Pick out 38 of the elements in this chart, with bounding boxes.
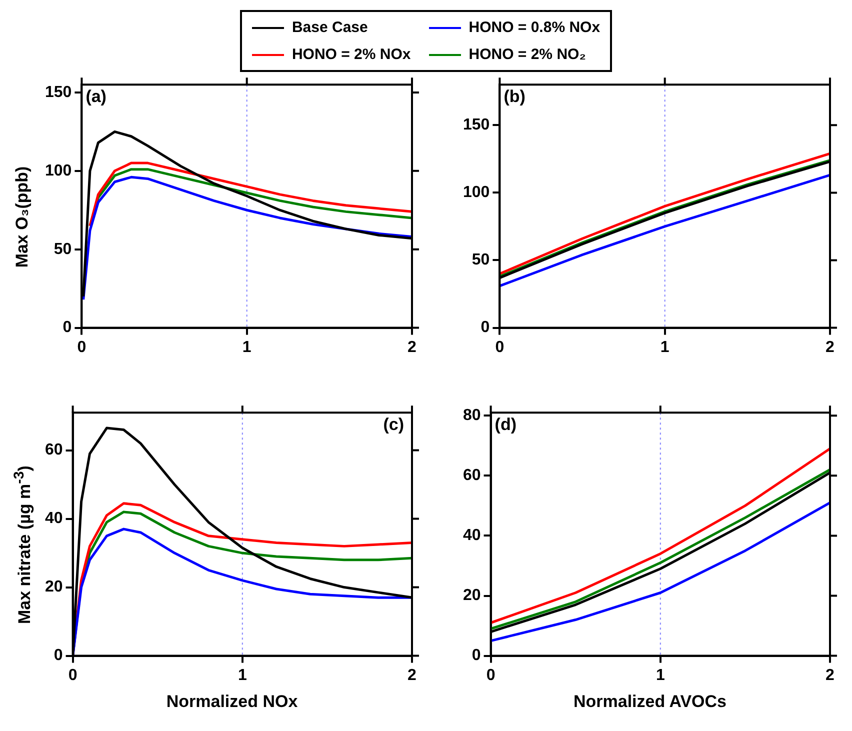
x-tick-label: 1 bbox=[238, 666, 247, 684]
y-tick-label: 20 bbox=[463, 587, 481, 604]
y-tick-label: 50 bbox=[54, 240, 72, 258]
x-tick-label: 2 bbox=[408, 338, 417, 356]
annotation: (c) bbox=[383, 414, 404, 434]
y-tick-label: 50 bbox=[472, 252, 490, 269]
y-tick-label: 20 bbox=[45, 578, 63, 596]
y-tick-label: 100 bbox=[44, 162, 72, 180]
y-tick-label: 150 bbox=[462, 116, 490, 134]
annotation: (d) bbox=[494, 414, 517, 434]
x-axis-title: Normalized AVOCs bbox=[572, 692, 728, 712]
y-tick-label: 0 bbox=[472, 647, 481, 664]
y-tick-label: 60 bbox=[463, 467, 481, 484]
x-tick-label: 1 bbox=[242, 338, 252, 356]
x-tick-label: 1 bbox=[656, 666, 665, 684]
legend-label: Base Case bbox=[292, 19, 368, 36]
x-tick-label: 0 bbox=[77, 338, 86, 356]
y-tick-label: 0 bbox=[54, 647, 63, 664]
x-tick-label: 2 bbox=[826, 338, 835, 356]
annotation: (b) bbox=[504, 86, 526, 106]
y-tick-label: 0 bbox=[62, 319, 72, 336]
annotation: (a) bbox=[86, 86, 106, 106]
y-tick-label: 80 bbox=[463, 407, 481, 424]
y-tick-label: 60 bbox=[45, 442, 63, 459]
y-axis-title: Max O₃(ppb) bbox=[13, 166, 33, 268]
legend-label: HONO = 0.8% NOx bbox=[468, 19, 600, 36]
x-tick-label: 2 bbox=[408, 666, 417, 684]
y-tick-label: 40 bbox=[463, 527, 481, 544]
x-tick-label: 0 bbox=[495, 338, 504, 356]
y-tick-label: 0 bbox=[480, 319, 490, 336]
x-axis-title: Normalized NOx bbox=[165, 692, 299, 712]
y-tick-label: 150 bbox=[44, 84, 72, 101]
y-tick-label: 100 bbox=[462, 184, 490, 202]
legend-label: HONO = 2% NO₂ bbox=[468, 46, 586, 63]
legend-label: HONO = 2% NOx bbox=[292, 46, 411, 63]
x-tick-label: 1 bbox=[660, 338, 670, 356]
x-tick-label: 2 bbox=[826, 666, 835, 684]
y-tick-label: 40 bbox=[45, 510, 63, 528]
